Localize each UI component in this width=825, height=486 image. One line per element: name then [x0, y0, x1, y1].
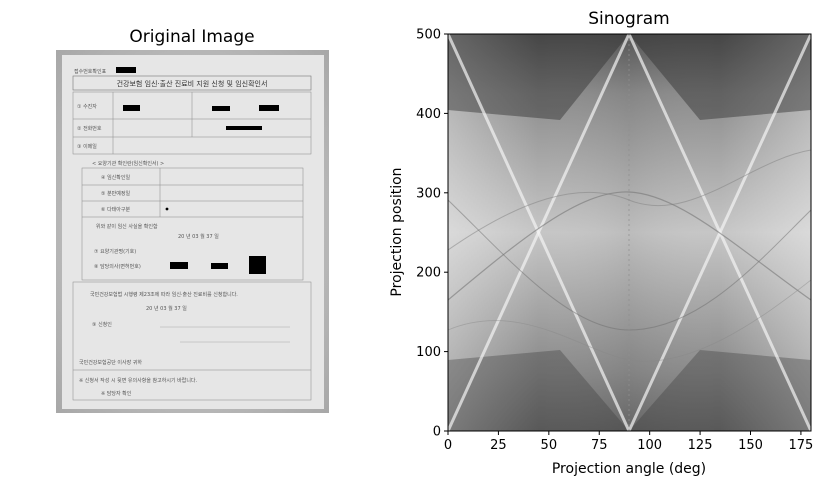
- application-table: [72, 281, 312, 401]
- footer-note: ※ 신청서 작성 시 뒷면 유의사항을 참고하시기 바랍니다.: [79, 377, 198, 384]
- sinogram-dark-lobe: [629, 34, 811, 120]
- x-tick-label: 100: [637, 438, 662, 453]
- confirm-text: 위와 같이 임신 사실을 확인함: [96, 223, 158, 230]
- sinogram-trace: [448, 191, 811, 301]
- redaction-bar: [123, 105, 140, 111]
- institution-line: ⑦ 요양기관명(기호): [94, 248, 136, 255]
- y-tick-label: 0: [433, 425, 441, 440]
- sinogram-dark-lobe: [448, 350, 629, 431]
- x-tick-label: 50: [541, 438, 558, 453]
- y-tick-label: 400: [416, 107, 441, 122]
- x-axis-label: Projection angle (deg): [552, 461, 706, 477]
- sinogram-edge-line: [448, 34, 811, 431]
- redaction-bar: [116, 67, 136, 73]
- date-line: 20 년 03 월 37 일: [178, 233, 219, 240]
- document-top-label: 접수번호확인표: [74, 68, 107, 75]
- x-tick-label: 0: [444, 438, 452, 453]
- y-axis: 0 100 200 300 400 500: [416, 28, 448, 440]
- x-tick-label: 75: [591, 438, 608, 453]
- section-title: < 요양기관 확인란(임신확인서) >: [92, 160, 164, 167]
- footer-title: 국민건강보험공단 이사장 귀하: [79, 359, 142, 366]
- redaction-bar: [226, 126, 262, 130]
- application-text: 국민건강보험법 시행령 제23조에 따라 임신·출산 진료비를 신청합니다.: [90, 291, 238, 298]
- y-tick-label: 100: [416, 345, 441, 360]
- redaction-bar: [212, 106, 230, 111]
- sinogram-edge-line: [448, 34, 811, 431]
- section-row-label: ⑥ 다태아구분: [101, 206, 130, 213]
- field-label: ③ 이메일: [77, 143, 97, 150]
- field-label: ② 전화번호: [77, 125, 102, 132]
- redaction-bar: [259, 105, 279, 111]
- document-header-box: [72, 75, 312, 91]
- section-row-label: ⑤ 분만예정일: [101, 190, 130, 197]
- redaction-bar: [170, 262, 188, 269]
- plot-frame: [447, 33, 812, 432]
- y-tick-label: 300: [416, 186, 441, 201]
- x-tick-label: 25: [490, 438, 507, 453]
- document-heading: 건강보험 임신·출산 진료비 지원 신청 및 임신확인서: [117, 79, 268, 88]
- original-image: 접수번호확인표 건강보험 임신·출산 진료비 지원 신청 및 임신확인서 ① 수…: [56, 50, 329, 413]
- applicant-table: [72, 91, 312, 155]
- application-date: 20 년 03 월 37 일: [146, 305, 187, 312]
- sinogram-dark-lobe: [448, 34, 629, 120]
- x-tick-label: 175: [789, 438, 814, 453]
- sinogram-dark-lobe: [629, 350, 811, 431]
- left-panel-title: Original Image: [129, 27, 254, 47]
- footer-note: ※ 담당자 확인: [101, 390, 132, 397]
- x-tick-label: 125: [688, 438, 713, 453]
- section-row-label: ④ 임신확인일: [101, 174, 130, 181]
- institution-line: ⑧ 담당의사(면허번호): [94, 263, 141, 270]
- right-panel-title: Sinogram: [588, 9, 669, 29]
- x-axis: 0 25 50 75 100 125 150 175: [444, 431, 813, 453]
- sinogram-heatmap: [448, 34, 811, 431]
- selected-radio-mark: [165, 207, 169, 211]
- field-label: ① 수진자: [77, 103, 97, 110]
- y-tick-label: 500: [416, 28, 441, 43]
- institution-table: [81, 167, 304, 281]
- redaction-block: [249, 256, 266, 274]
- redaction-bar: [211, 263, 228, 269]
- x-tick-label: 150: [738, 438, 763, 453]
- y-tick-label: 200: [416, 266, 441, 281]
- document-paper: [62, 55, 324, 409]
- y-axis-label: Projection position: [389, 167, 405, 296]
- applicant-line: ⑨ 신청인: [92, 321, 112, 328]
